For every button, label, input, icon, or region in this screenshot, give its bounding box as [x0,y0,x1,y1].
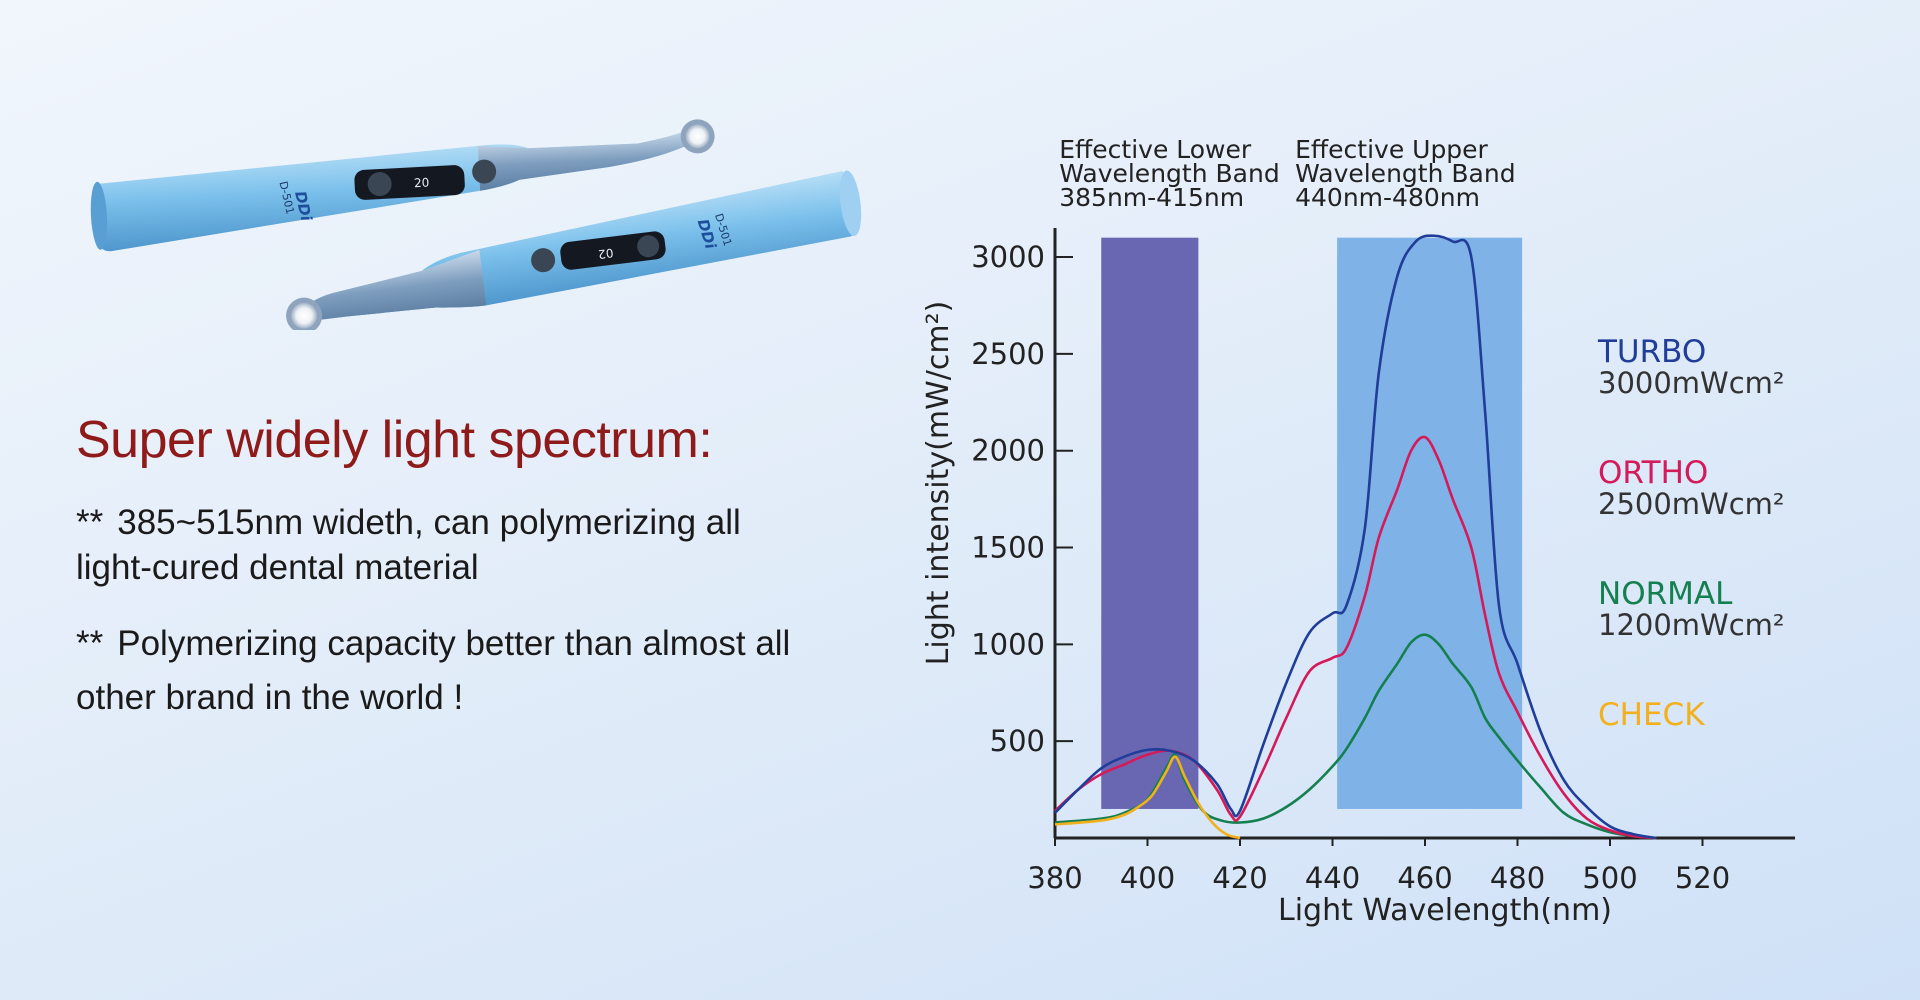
band-1-label-2: Wavelength Band [1059,159,1279,188]
y-tick-label-1500: 1500 [971,531,1045,565]
curing-light-device-2: 02 DDi D-501 [286,170,862,330]
x-tick-label-420: 420 [1212,861,1267,895]
y-tick-label-2000: 2000 [971,434,1045,468]
curing-light-device-1: 20 DDi D-501 [90,119,715,252]
legend-name-normal: NORMAL [1598,576,1733,612]
chart-axes: 380 400 420 440 460 480 500 520 500 1000 1500 2000 2… [971,228,1795,895]
curing-light-image: 20 DDi D-501 02 DDi D-501 [90,119,862,330]
product-hero: 20 DDi D-501 02 DDi D-501 Super widely l… [0,0,900,1000]
x-tick-label-440: 440 [1305,861,1360,895]
x-tick-label-500: 500 [1582,861,1637,895]
legend-power-normal: 1200mWcm² [1598,608,1785,642]
x-tick-label-400: 400 [1120,861,1175,895]
bullet-text-1: 385~515nm wideth, can polymerizing all l… [76,503,741,587]
device-1-display: 20 [414,175,430,190]
legend-power-turbo: 3000mWcm² [1598,366,1785,400]
y-tick-label-3000: 3000 [971,240,1045,274]
band-1-label-3: 385nm-415nm [1059,183,1244,212]
y-tick-label-1000: 1000 [971,627,1045,661]
headline: Super widely light spectrum: [76,411,713,469]
y-axis-label: Light intensity(mW/cm²) [921,301,956,666]
bullet-marker-1: ** [76,503,104,542]
band-1 [1101,237,1199,809]
wavelength-bands [1101,237,1523,809]
y-tick-label-500: 500 [990,724,1045,758]
feature-bullet-2: ** Polymerizing capacity better than almo… [76,617,796,725]
legend-name-check: CHECK [1598,697,1705,733]
series-line-check [1054,755,1241,840]
device-2-display: 02 [597,246,614,262]
band-1-label-1: Effective Lower [1059,135,1252,164]
band-2-label-2: Wavelength Band [1295,159,1515,188]
y-tick-label-2500: 2500 [971,337,1045,371]
x-tick-label-380: 380 [1027,861,1082,895]
x-axis-label: Light Wavelength(nm) [1278,893,1612,928]
x-tick-label-460: 460 [1397,861,1452,895]
legend-power-ortho: 2500mWcm² [1598,487,1785,521]
feature-bullet-1: ** 385~515nm wideth, can polymerizing all… [76,500,796,590]
legend-name-turbo: TURBO [1597,334,1706,370]
x-tick-label-520: 520 [1675,861,1730,895]
chart-series [1054,234,1657,840]
legend-name-ortho: ORTHO [1598,455,1708,491]
series-line-turbo [1054,234,1657,840]
bullet-text-2: Polymerizing capacity better than almost… [76,624,791,717]
bullet-marker-2: ** [76,624,104,663]
band-2-label-3: 440nm-480nm [1295,183,1480,212]
x-tick-label-480: 480 [1490,861,1545,895]
band-2-label-1: Effective Upper [1295,135,1488,164]
